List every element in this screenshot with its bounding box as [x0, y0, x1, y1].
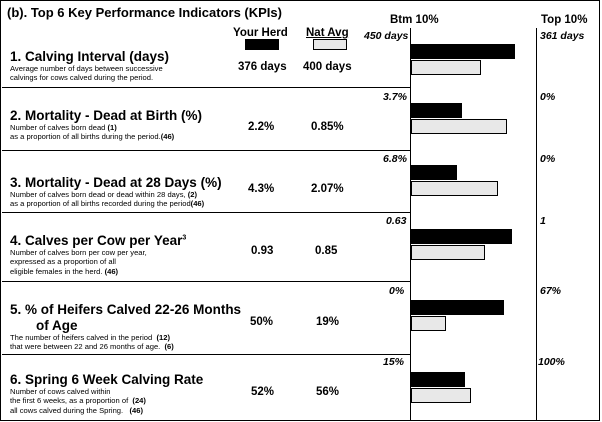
kpi4-top: 1 [540, 215, 546, 227]
row-separator [2, 212, 410, 213]
kpi2-herd-value: 2.2% [248, 121, 275, 133]
kpi3-desc: Number of calves born dead or dead withi… [10, 190, 205, 209]
kpi3-herd-value: 4.3% [248, 183, 275, 195]
kpi5-btm: 0% [389, 285, 405, 297]
row-separator [2, 354, 410, 355]
legend-herd-label: Your Herd [233, 27, 288, 39]
row-separator [2, 150, 410, 151]
kpi3-btm: 6.8% [383, 153, 407, 165]
kpi2-desc: Number of calves born dead (1) as a prop… [10, 123, 175, 142]
avg-bar-5 [411, 316, 446, 331]
herd-bar-1 [411, 44, 515, 59]
kpi6-top: 100% [538, 356, 565, 368]
avg-bar-6 [411, 388, 471, 403]
kpi5-top: 67% [540, 285, 562, 297]
top-scale-line [536, 28, 537, 420]
row-separator [2, 281, 410, 282]
scale-top-label: Top 10% [541, 14, 588, 26]
kpi5-title: 5. % of Heifers Calved 22-26 Months [10, 302, 242, 317]
kpi6-herd-value: 52% [251, 386, 275, 398]
herd-bar-3 [411, 165, 457, 180]
kpi5-avg-value: 19% [316, 316, 340, 328]
herd-bar-6 [411, 372, 465, 387]
row-separator [2, 87, 410, 88]
herd-bar-5 [411, 300, 504, 315]
kpi2-avg-value: 0.85% [311, 121, 344, 133]
kpi4-desc: Number of calves born per cow per year, … [10, 248, 147, 276]
kpi6-avg-value: 56% [316, 386, 340, 398]
legend-avg-label: Nat Avg [306, 27, 349, 39]
kpi5-title-line2: of Age [36, 318, 78, 333]
kpi4-footnote: 3 [182, 234, 187, 242]
avg-bar-4 [411, 245, 485, 260]
herd-bar-4 [411, 229, 512, 244]
kpi4-btm: 0.63 [386, 215, 407, 227]
kpi3-top: 0% [540, 153, 556, 165]
btm-scale-line [410, 28, 411, 420]
kpi6-btm: 15% [383, 356, 405, 368]
avg-bar-1 [411, 60, 481, 75]
kpi1-herd-value: 376 days [238, 61, 287, 73]
scale-btm-label: Btm 10% [390, 14, 439, 26]
kpi1-desc: Average number of days between successiv… [10, 64, 163, 83]
avg-bar-3 [411, 181, 498, 196]
herd-bar-2 [411, 103, 462, 118]
legend-herd-swatch [245, 39, 279, 50]
kpi1-top: 361 days [540, 30, 585, 42]
kpi6-title: 6. Spring 6 Week Calving Rate [10, 372, 204, 387]
kpi6-desc: Number of cows calved within the first 6… [10, 387, 146, 415]
kpi4-title: 4. Calves per Cow per Year3 [10, 233, 187, 248]
kpi1-btm: 450 days [364, 30, 409, 42]
kpi1-title: 1. Calving Interval (days) [10, 49, 170, 64]
legend-avg-swatch [313, 39, 347, 50]
kpi1-avg-value: 400 days [303, 61, 352, 73]
kpi5-desc: The number of heifers calved in the peri… [10, 333, 174, 352]
kpi2-btm: 3.7% [383, 91, 407, 103]
kpi4-avg-value: 0.85 [315, 245, 338, 257]
kpi5-herd-value: 50% [250, 316, 274, 328]
kpi4-herd-value: 0.93 [251, 245, 274, 257]
kpi2-title: 2. Mortality - Dead at Birth (%) [10, 108, 203, 123]
kpi3-avg-value: 2.07% [311, 183, 344, 195]
avg-bar-2 [411, 119, 507, 134]
kpi2-top: 0% [540, 91, 556, 103]
panel-title: (b). Top 6 Key Performance Indicators (K… [7, 5, 282, 20]
kpi3-title: 3. Mortality - Dead at 28 Days (%) [10, 175, 222, 190]
